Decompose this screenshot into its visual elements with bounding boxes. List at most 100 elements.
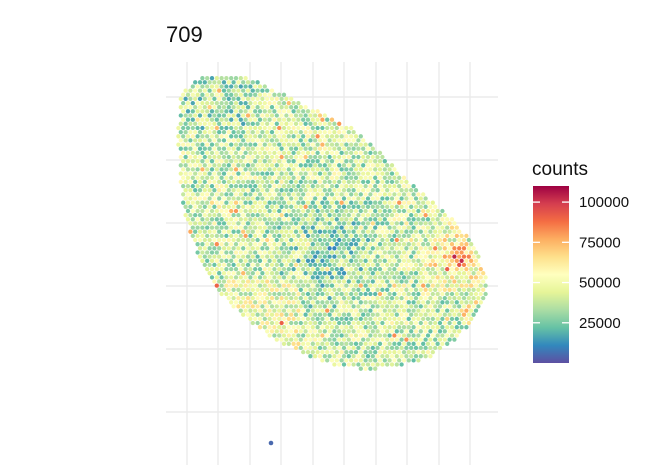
spot	[445, 300, 450, 305]
spot	[248, 300, 253, 305]
spot	[385, 354, 390, 359]
spot	[457, 262, 462, 268]
spot	[217, 204, 222, 209]
spot	[207, 146, 212, 151]
spot	[195, 233, 200, 239]
spot	[277, 150, 282, 156]
spot	[469, 308, 474, 313]
spot	[478, 275, 483, 280]
spot	[214, 167, 219, 172]
spot	[257, 167, 263, 172]
spot	[358, 167, 363, 172]
spot	[217, 262, 222, 268]
spot	[361, 354, 366, 359]
spot	[449, 217, 455, 222]
spot	[245, 246, 251, 251]
spot	[425, 341, 431, 346]
spot	[207, 229, 212, 234]
spot	[437, 345, 443, 351]
spot	[217, 121, 222, 126]
spot	[418, 196, 423, 201]
spot	[212, 204, 217, 209]
spot	[373, 275, 378, 280]
spot	[257, 92, 263, 97]
spot	[310, 200, 315, 205]
spot	[260, 105, 265, 110]
spot	[284, 271, 289, 276]
spot	[262, 183, 267, 189]
spot	[409, 320, 414, 326]
spot	[346, 212, 351, 218]
spot	[368, 275, 373, 280]
spot	[298, 312, 303, 317]
spot	[325, 316, 330, 322]
spot	[389, 212, 395, 218]
spot	[298, 337, 303, 342]
spot	[284, 154, 289, 160]
spot	[233, 150, 239, 156]
spot	[221, 154, 227, 160]
spot	[332, 271, 337, 276]
spot	[368, 250, 373, 255]
spot	[435, 242, 440, 247]
spot	[358, 266, 363, 272]
spot	[373, 341, 378, 346]
spot	[459, 300, 464, 305]
spot	[190, 109, 195, 114]
spot	[221, 237, 227, 243]
spot	[272, 208, 277, 214]
spot	[401, 266, 407, 272]
spot	[195, 183, 200, 189]
spot	[243, 242, 248, 247]
spot	[272, 183, 277, 189]
spot	[183, 196, 188, 201]
spot	[224, 159, 229, 164]
spot	[454, 333, 459, 338]
spot	[315, 200, 320, 205]
spot	[317, 146, 323, 151]
spot	[279, 271, 284, 276]
spot	[370, 279, 375, 284]
spot	[313, 279, 318, 284]
spot	[317, 171, 323, 176]
spot	[339, 134, 344, 139]
spot	[418, 312, 423, 317]
spot	[274, 312, 279, 317]
spot	[440, 233, 445, 239]
spot	[346, 129, 351, 135]
spot	[361, 262, 366, 268]
spot	[341, 188, 347, 193]
spot	[337, 271, 342, 276]
spot	[401, 341, 407, 346]
spot	[435, 217, 440, 222]
spot	[305, 349, 311, 355]
spot	[308, 221, 313, 226]
spot	[416, 242, 421, 247]
spot	[442, 329, 447, 334]
spot	[284, 113, 289, 118]
spot	[224, 167, 229, 172]
spot	[272, 134, 277, 139]
spot	[269, 329, 275, 334]
spot	[370, 237, 375, 243]
spot	[313, 337, 318, 342]
spot	[440, 341, 445, 346]
spot	[337, 129, 342, 135]
spot	[478, 300, 483, 305]
spot	[181, 142, 186, 147]
spot	[416, 308, 421, 313]
spot	[341, 262, 347, 268]
spot	[397, 200, 402, 205]
spot	[243, 283, 248, 288]
spot	[267, 225, 272, 230]
spot	[181, 100, 186, 106]
spot	[236, 212, 241, 218]
spot	[370, 254, 375, 259]
spot	[368, 200, 373, 205]
spot	[416, 300, 421, 305]
spot	[401, 358, 407, 363]
spot	[291, 291, 296, 297]
spot	[269, 320, 275, 326]
spot	[361, 138, 366, 143]
spot	[291, 192, 296, 197]
